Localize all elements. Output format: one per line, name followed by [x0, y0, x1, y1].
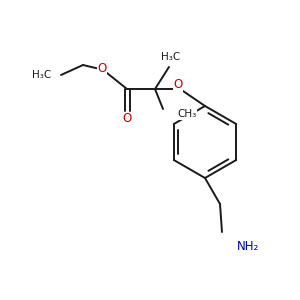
Text: H₃C: H₃C [32, 70, 51, 80]
Text: O: O [122, 112, 132, 125]
Text: CH₃: CH₃ [177, 109, 196, 119]
Text: O: O [173, 79, 183, 92]
Text: O: O [98, 61, 106, 74]
Text: H₃C: H₃C [161, 52, 181, 62]
Text: NH₂: NH₂ [237, 239, 259, 253]
